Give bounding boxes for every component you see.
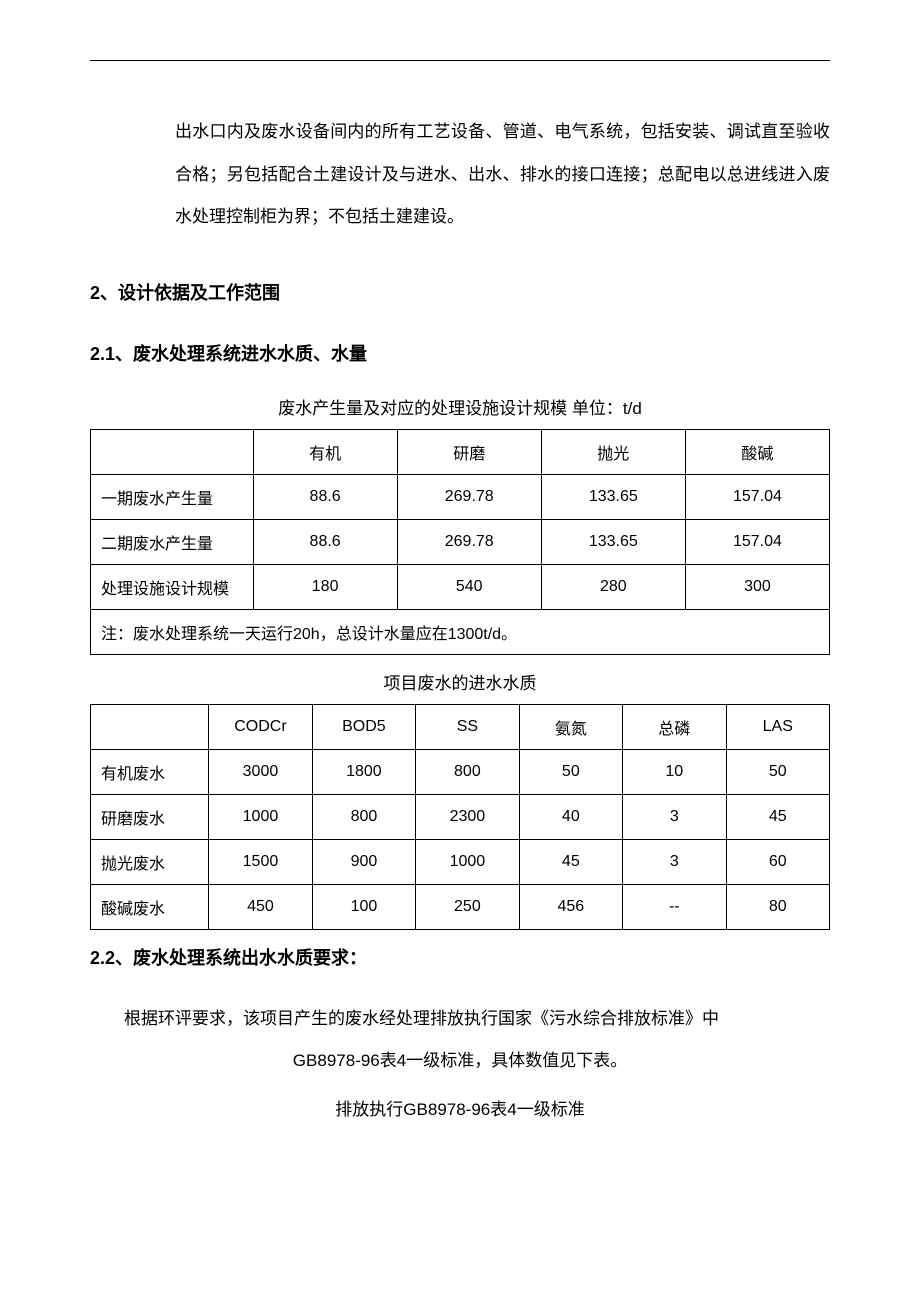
- top-rule: [90, 60, 830, 61]
- table-cell: 250: [416, 884, 519, 929]
- table-cell: 157.04: [685, 519, 829, 564]
- table-cell: 二期废水产生量: [91, 519, 254, 564]
- table-cell: --: [623, 884, 726, 929]
- table-cell: 1000: [209, 794, 312, 839]
- table-cell: 3000: [209, 749, 312, 794]
- table-cell: 450: [209, 884, 312, 929]
- table-header-cell: BOD5: [312, 704, 415, 749]
- table-cell: 一期废水产生量: [91, 474, 254, 519]
- table-header-cell: LAS: [726, 704, 830, 749]
- table-header-cell: CODCr: [209, 704, 312, 749]
- table-header-cell: [91, 429, 254, 474]
- table-wastewater-volume: 有机 研磨 抛光 酸碱 一期废水产生量 88.6 269.78 133.65 1…: [90, 429, 830, 655]
- table-row: 一期废水产生量 88.6 269.78 133.65 157.04: [91, 474, 830, 519]
- table-cell: 60: [726, 839, 830, 884]
- table-row: CODCr BOD5 SS 氨氮 总磷 LAS: [91, 704, 830, 749]
- section-2-2-paragraph-1: 根据环评要求，该项目产生的废水经处理排放执行国家《污水综合排放标准》中: [90, 998, 830, 1041]
- table-cell: 269.78: [397, 519, 541, 564]
- table-cell: 900: [312, 839, 415, 884]
- table-cell: 180: [253, 564, 397, 609]
- table-cell: 处理设施设计规模: [91, 564, 254, 609]
- table-row: 处理设施设计规模 180 540 280 300: [91, 564, 830, 609]
- table-cell: 40: [519, 794, 622, 839]
- table-row: 研磨废水 1000 800 2300 40 3 45: [91, 794, 830, 839]
- table-cell: 800: [312, 794, 415, 839]
- table-cell: 88.6: [253, 519, 397, 564]
- table-cell: 133.65: [541, 474, 685, 519]
- section-2-2-heading: 2.2、废水处理系统出水水质要求：: [90, 944, 830, 970]
- table-cell: 45: [519, 839, 622, 884]
- table-cell: 1800: [312, 749, 415, 794]
- table-row: 酸碱废水 450 100 250 456 -- 80: [91, 884, 830, 929]
- table-note-cell: 注：废水处理系统一天运行20h，总设计水量应在1300t/d。: [91, 609, 830, 654]
- section-2-2-paragraph-3: 排放执行GB8978-96表4一级标准: [90, 1089, 830, 1132]
- section-2-2-paragraph-2: GB8978-96表4一级标准，具体数值见下表。: [90, 1040, 830, 1083]
- section-2-1-heading: 2.1、废水处理系统进水水质、水量: [90, 340, 830, 366]
- table-row: 抛光废水 1500 900 1000 45 3 60: [91, 839, 830, 884]
- table-cell: 3: [623, 839, 726, 884]
- table-cell: 45: [726, 794, 830, 839]
- table-cell: 50: [726, 749, 830, 794]
- table-cell: 540: [397, 564, 541, 609]
- table-cell: 酸碱废水: [91, 884, 209, 929]
- table-cell: 1500: [209, 839, 312, 884]
- table-cell: 300: [685, 564, 829, 609]
- table-cell: 133.65: [541, 519, 685, 564]
- table-cell: 80: [726, 884, 830, 929]
- table-header-cell: [91, 704, 209, 749]
- table-row: 二期废水产生量 88.6 269.78 133.65 157.04: [91, 519, 830, 564]
- table-header-cell: 有机: [253, 429, 397, 474]
- table-cell: 280: [541, 564, 685, 609]
- table-cell: 100: [312, 884, 415, 929]
- table-cell: 1000: [416, 839, 519, 884]
- table-cell: 有机废水: [91, 749, 209, 794]
- table-cell: 456: [519, 884, 622, 929]
- table-cell: 800: [416, 749, 519, 794]
- section-2-heading: 2、设计依据及工作范围: [90, 279, 830, 305]
- table-cell: 2300: [416, 794, 519, 839]
- table-row: 有机 研磨 抛光 酸碱: [91, 429, 830, 474]
- table-cell: 88.6: [253, 474, 397, 519]
- table-header-cell: 氨氮: [519, 704, 622, 749]
- table-cell: 研磨废水: [91, 794, 209, 839]
- table-cell: 10: [623, 749, 726, 794]
- table-cell: 50: [519, 749, 622, 794]
- table-cell: 抛光废水: [91, 839, 209, 884]
- table-header-cell: 研磨: [397, 429, 541, 474]
- table-cell: 269.78: [397, 474, 541, 519]
- table-header-cell: 酸碱: [685, 429, 829, 474]
- table2-caption: 项目废水的进水水质: [90, 669, 830, 694]
- table-influent-quality: CODCr BOD5 SS 氨氮 总磷 LAS 有机废水 3000 1800 8…: [90, 704, 830, 930]
- intro-paragraph: 出水口内及废水设备间内的所有工艺设备、管道、电气系统，包括安装、调试直至验收合格…: [175, 111, 830, 239]
- table-header-cell: SS: [416, 704, 519, 749]
- table-row: 有机废水 3000 1800 800 50 10 50: [91, 749, 830, 794]
- table-header-cell: 抛光: [541, 429, 685, 474]
- table-row: 注：废水处理系统一天运行20h，总设计水量应在1300t/d。: [91, 609, 830, 654]
- table1-caption: 废水产生量及对应的处理设施设计规模 单位：t/d: [90, 394, 830, 419]
- table-header-cell: 总磷: [623, 704, 726, 749]
- table-cell: 3: [623, 794, 726, 839]
- table-cell: 157.04: [685, 474, 829, 519]
